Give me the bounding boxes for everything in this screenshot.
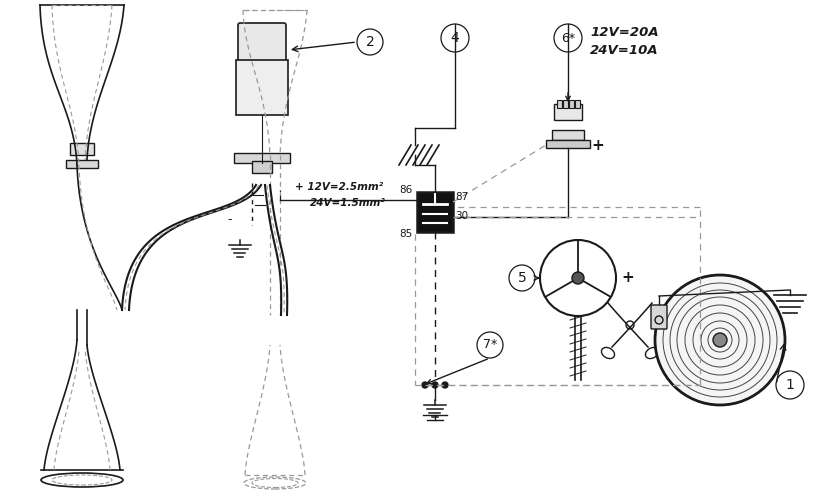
Text: 4: 4 [451, 31, 459, 45]
FancyBboxPatch shape [554, 104, 582, 120]
FancyBboxPatch shape [563, 100, 568, 108]
FancyBboxPatch shape [236, 60, 288, 115]
Text: 30: 30 [455, 211, 468, 221]
FancyBboxPatch shape [546, 140, 590, 148]
FancyBboxPatch shape [70, 143, 94, 155]
Text: 86: 86 [400, 185, 413, 195]
Text: 5: 5 [518, 271, 526, 285]
Circle shape [422, 382, 428, 388]
Text: 1: 1 [786, 378, 794, 392]
Circle shape [713, 333, 727, 347]
FancyBboxPatch shape [575, 100, 580, 108]
FancyBboxPatch shape [557, 100, 562, 108]
Text: 12V=20A: 12V=20A [590, 26, 659, 39]
Text: 2: 2 [366, 35, 374, 49]
FancyBboxPatch shape [234, 153, 290, 163]
Text: 87: 87 [455, 192, 468, 202]
Text: -: - [228, 213, 232, 226]
Text: 7*: 7* [483, 339, 497, 352]
FancyBboxPatch shape [238, 23, 286, 62]
Circle shape [432, 382, 438, 388]
FancyBboxPatch shape [552, 130, 584, 140]
FancyBboxPatch shape [651, 305, 667, 329]
Circle shape [442, 382, 448, 388]
FancyBboxPatch shape [252, 161, 272, 173]
FancyBboxPatch shape [417, 192, 453, 232]
Text: + 12V=2.5mm²: + 12V=2.5mm² [295, 182, 383, 192]
Circle shape [572, 272, 584, 284]
Text: 24V=10A: 24V=10A [590, 44, 659, 57]
Text: +: + [622, 271, 634, 285]
Text: 6*: 6* [561, 32, 575, 44]
Text: 24V=1.5mm²: 24V=1.5mm² [310, 198, 386, 208]
FancyBboxPatch shape [66, 160, 98, 168]
Text: +: + [592, 138, 605, 152]
Text: 85: 85 [400, 229, 413, 239]
Circle shape [655, 275, 785, 405]
FancyBboxPatch shape [569, 100, 574, 108]
